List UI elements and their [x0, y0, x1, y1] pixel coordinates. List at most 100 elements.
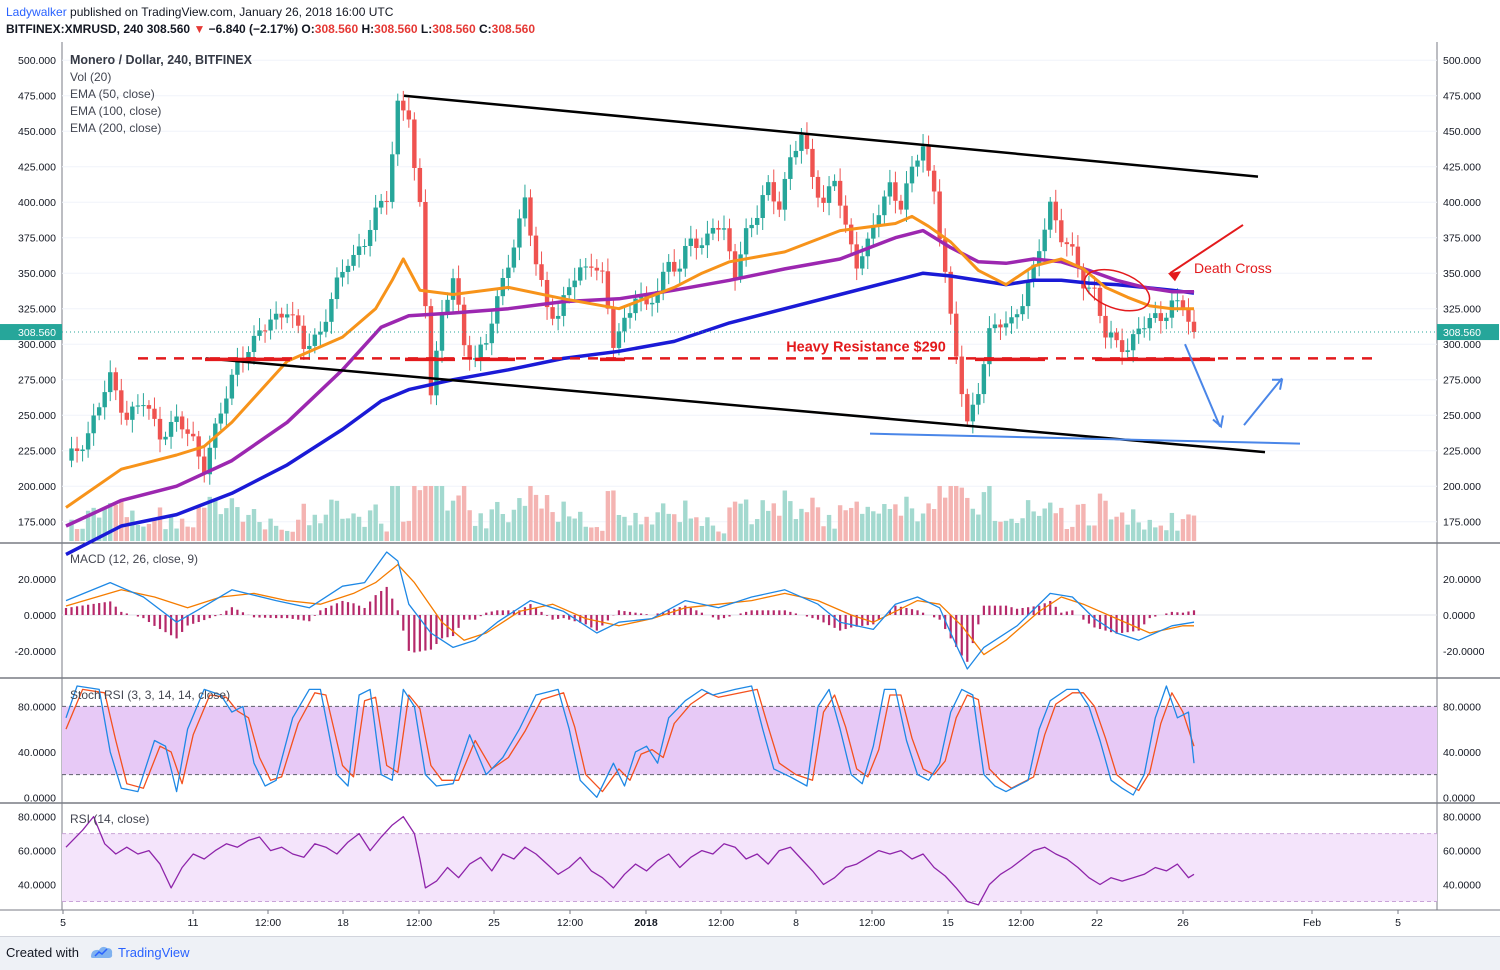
candle-body	[959, 356, 964, 395]
candle-body	[423, 201, 428, 307]
y-tick-label-left: 200.000	[18, 481, 56, 493]
candle-body	[378, 200, 384, 208]
candle-body	[340, 271, 345, 278]
candle-body	[566, 287, 572, 296]
volume-bar	[1130, 509, 1136, 541]
macd-signal-line	[65, 563, 1194, 656]
volume-bar	[1180, 519, 1186, 541]
candle-body	[146, 405, 152, 409]
tradingview-brand-link[interactable]: TradingView	[118, 945, 190, 960]
candle-body	[616, 331, 622, 348]
candle-body	[284, 314, 290, 318]
candle-body	[224, 398, 229, 414]
candle-body	[1180, 300, 1186, 310]
legend-entry: EMA (200, close)	[70, 121, 161, 135]
volume-bar	[130, 510, 135, 541]
candle-body	[948, 271, 953, 314]
volume-bar	[511, 509, 517, 541]
channel-top-line	[403, 94, 1259, 178]
x-tick-label: 8	[793, 917, 799, 929]
volume-bar	[378, 523, 384, 541]
high-label: H:	[361, 22, 375, 36]
volume-bar	[423, 486, 428, 541]
candle-body	[1191, 321, 1197, 333]
candle-body	[478, 344, 483, 359]
candle-body	[1092, 287, 1097, 289]
volume-bar	[688, 518, 694, 541]
candle-body	[721, 228, 727, 230]
candle-body	[738, 254, 743, 279]
projection-arrow-up-head	[1272, 378, 1284, 390]
ema200-line	[65, 271, 1195, 556]
volume-bar	[633, 512, 638, 541]
candle-body	[666, 261, 671, 272]
candle-body	[124, 412, 130, 420]
y-tick-label-left: 250.000	[18, 410, 56, 422]
volume-bar	[207, 496, 212, 541]
candle-body	[174, 416, 179, 422]
y-tick-label-right: 475.000	[1443, 91, 1481, 103]
high-value: 308.560	[374, 22, 418, 36]
volume-bar	[1147, 519, 1152, 541]
candle-body	[583, 266, 588, 268]
candle-body	[1175, 300, 1180, 302]
candle-body	[672, 261, 677, 272]
candle-body	[279, 313, 284, 318]
price-badge-left-text: 308.560	[18, 327, 56, 339]
volume-bar	[412, 486, 417, 541]
volume-bar	[517, 498, 522, 541]
volume-bar	[600, 530, 605, 541]
low-value: 308.560	[432, 22, 476, 36]
candle-body	[517, 218, 522, 248]
macd-y-tick-left: -20.0000	[15, 646, 57, 658]
legend-entry: EMA (50, close)	[70, 87, 155, 101]
volume-bar	[954, 486, 959, 541]
candle-body	[649, 302, 655, 305]
volume-bar	[976, 514, 981, 541]
candle-body	[882, 196, 887, 216]
candle-body	[804, 134, 810, 149]
death-cross-arrow-head	[1168, 271, 1181, 282]
volume-bar	[1175, 530, 1180, 541]
candle-body	[1009, 317, 1014, 324]
volume-bar	[401, 521, 406, 541]
candle-body	[246, 352, 251, 363]
volume-bar	[1114, 516, 1119, 541]
y-tick-label-right: 250.000	[1443, 410, 1481, 422]
candle-body	[484, 343, 489, 345]
volume-bar	[942, 497, 948, 541]
author-link[interactable]: Ladywalker	[6, 5, 67, 19]
volume-bar	[434, 486, 439, 541]
volume-bar	[771, 503, 776, 541]
price-badge-left	[0, 324, 62, 341]
down-arrow-icon: ▼	[193, 22, 206, 36]
candle-body	[218, 413, 224, 424]
candle-body	[528, 197, 533, 236]
candle-body	[102, 392, 107, 408]
volume-bar	[843, 510, 848, 541]
x-tick-label: 2018	[634, 917, 658, 929]
volume-bar	[876, 513, 882, 541]
candle-body	[113, 372, 118, 391]
volume-bar	[1070, 526, 1075, 541]
rsi-title: RSI (14, close)	[70, 812, 149, 826]
y-tick-label-left: 375.000	[18, 233, 56, 245]
candle-body	[207, 447, 212, 475]
volume-bar	[351, 513, 356, 541]
volume-bar	[240, 521, 246, 541]
y-tick-label-right: 350.000	[1443, 268, 1481, 280]
volume-bar	[848, 507, 854, 541]
candle-body	[533, 235, 539, 265]
volume-bar	[506, 522, 511, 541]
volume-bar	[732, 501, 738, 541]
chart-area[interactable]: 500.000 500.000 475.000 475.000 450.000 450.0…	[0, 42, 1500, 936]
candle-body	[91, 415, 96, 434]
candle-body	[1070, 244, 1075, 247]
volume-bar	[345, 518, 351, 541]
volume-bar	[660, 503, 666, 541]
candle-body	[85, 433, 91, 450]
x-tick-label: 12:00	[708, 917, 734, 929]
volume-bar	[91, 507, 96, 541]
candle-body	[981, 364, 987, 395]
volume-bar	[627, 525, 633, 541]
